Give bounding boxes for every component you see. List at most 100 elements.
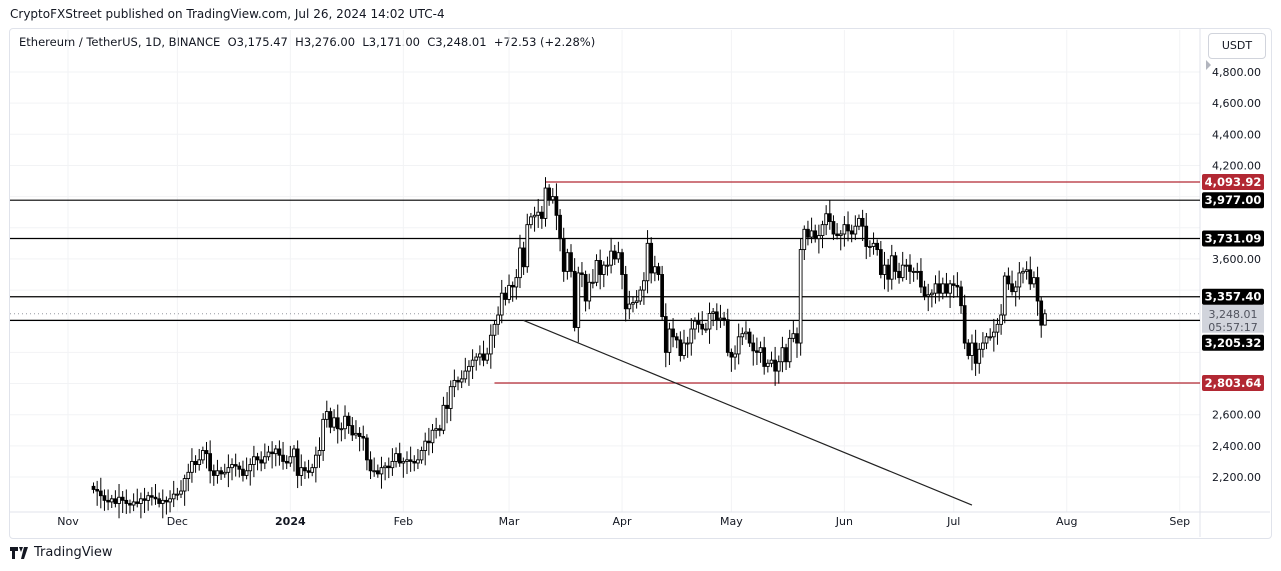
candle-body — [937, 283, 942, 294]
candle — [423, 432, 428, 466]
candle-body — [470, 359, 475, 367]
price-tick-label: 4,800.00 — [1212, 66, 1261, 79]
candle-body — [427, 440, 431, 444]
candle-body — [765, 362, 770, 367]
candle — [820, 220, 825, 249]
candle — [106, 489, 110, 511]
candle — [164, 496, 169, 515]
candle — [813, 224, 818, 243]
candle-body — [871, 242, 876, 247]
candle — [795, 327, 799, 358]
candle-body — [693, 320, 697, 330]
candle-body — [554, 196, 559, 216]
candle-body — [605, 264, 610, 267]
candle-body — [467, 365, 471, 372]
candle-body — [868, 246, 872, 248]
time-tick-label: Apr — [613, 515, 633, 528]
candle — [601, 261, 606, 288]
candle — [904, 258, 909, 280]
candle-body — [795, 333, 799, 344]
candle-body — [113, 498, 118, 504]
candle — [416, 448, 420, 470]
candle — [846, 211, 850, 242]
level-price-label: 2,803.64 — [1205, 376, 1262, 390]
candle-body — [970, 342, 974, 356]
candle-body — [222, 471, 227, 475]
candle — [951, 275, 956, 299]
candle-body — [525, 224, 530, 268]
candle — [922, 280, 927, 301]
candle — [765, 359, 770, 373]
candle-body — [955, 284, 960, 288]
candle-body — [259, 459, 264, 464]
candle-body — [813, 230, 818, 240]
candle — [186, 463, 191, 492]
candle-body — [368, 459, 373, 472]
candle-body — [966, 342, 971, 356]
candle-body — [820, 224, 825, 237]
candle — [663, 303, 668, 368]
candle-body — [780, 347, 785, 363]
candle-body — [940, 283, 945, 294]
candle-body — [889, 255, 894, 280]
candle — [135, 488, 140, 508]
candle — [1002, 272, 1007, 324]
candle-body — [922, 286, 927, 297]
candle-body — [864, 225, 869, 247]
candle-body — [875, 242, 880, 251]
candle — [536, 198, 541, 228]
candle-body — [299, 467, 304, 476]
time-tick-label: Mar — [499, 515, 520, 528]
candle — [649, 237, 654, 284]
candle — [284, 455, 289, 470]
candle-body — [846, 224, 850, 232]
candle — [412, 455, 417, 472]
candle-body — [787, 337, 792, 363]
level-price-label: 3,357.40 — [1205, 290, 1262, 304]
candle-body — [696, 320, 701, 325]
candle — [419, 446, 424, 464]
candle — [547, 184, 551, 206]
candle-body — [317, 450, 322, 456]
candle-body — [973, 342, 978, 364]
candle-body — [193, 460, 198, 465]
candle — [802, 225, 807, 261]
candle — [365, 434, 369, 471]
candle — [864, 212, 869, 260]
candle-body — [933, 283, 938, 294]
candle-body — [612, 250, 617, 260]
candle — [496, 306, 500, 335]
candle-body — [827, 213, 832, 222]
candle — [685, 336, 690, 358]
candle — [981, 332, 985, 358]
candle — [321, 413, 325, 461]
currency-button[interactable]: USDT — [1208, 33, 1266, 59]
level-price-label: 3,977.00 — [1205, 193, 1262, 207]
candle — [379, 456, 384, 489]
candle-body — [230, 464, 234, 469]
candle — [769, 351, 774, 368]
candle — [707, 302, 712, 344]
candle-body — [540, 211, 544, 219]
price-tick-label: 4,400.00 — [1212, 128, 1261, 141]
candle — [277, 440, 282, 466]
candle — [747, 328, 752, 347]
candle-body — [543, 187, 548, 219]
candle-body — [375, 470, 380, 475]
candle — [875, 239, 880, 256]
candle-body — [478, 353, 482, 358]
candle-body — [437, 428, 442, 431]
candle-body — [401, 460, 406, 464]
candle-body — [357, 432, 362, 437]
candle — [933, 275, 938, 304]
candle-body — [306, 470, 311, 473]
candle-body — [248, 464, 253, 472]
candle-body — [948, 283, 952, 294]
candle — [944, 272, 949, 298]
candle — [682, 329, 686, 360]
candle-body — [514, 277, 519, 288]
candle — [241, 460, 245, 482]
candle — [346, 412, 351, 434]
candle — [343, 405, 347, 440]
